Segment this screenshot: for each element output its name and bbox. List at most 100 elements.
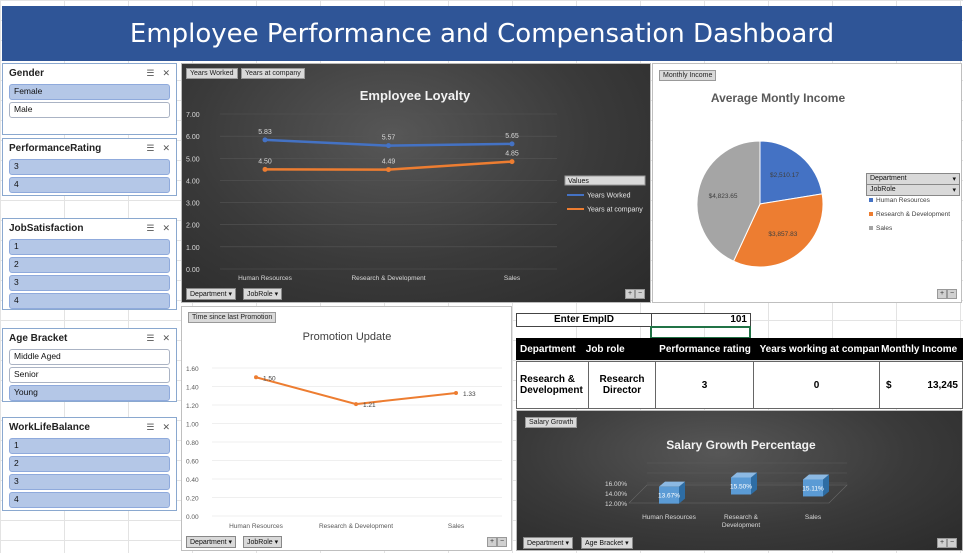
slicer-item[interactable]: Middle Aged [9, 349, 170, 365]
slicer-item[interactable]: 2 [9, 456, 170, 472]
slicer-item[interactable]: Young [9, 385, 170, 401]
slicer-item[interactable]: Senior [9, 367, 170, 383]
field-button[interactable]: Salary Growth [525, 417, 578, 428]
slicer-item[interactable]: 2 [9, 257, 170, 273]
field-button[interactable]: Years Worked [186, 68, 238, 79]
collapse-icon[interactable]: − [947, 538, 957, 548]
y-tick-label: 16.00% [605, 481, 627, 488]
chart-floor [628, 484, 848, 504]
slicer-item[interactable]: 4 [9, 492, 170, 508]
work-life-balance-slicer[interactable]: WorkLifeBalance ☰ ✕ 1 2 3 4 [2, 417, 177, 511]
field-button[interactable]: Years at company [241, 68, 305, 79]
age-bracket-filter-button[interactable]: Age Bracket ▾ [581, 537, 633, 549]
cell-years: 0 [753, 361, 880, 409]
promotion-update-chart[interactable]: Time since last Promotion Promotion Upda… [181, 306, 512, 551]
legend-label: Human Resources [876, 197, 931, 204]
filter-label: Department [190, 539, 227, 546]
x-tick-label: Development [722, 522, 760, 529]
data-point [386, 143, 391, 149]
income-plot: Average Montly Income $2,510.17 $3,857.83 $… [696, 91, 950, 268]
data-point [509, 141, 515, 147]
slicer-item[interactable]: 1 [9, 239, 170, 255]
multi-select-icon[interactable]: ☰ [146, 67, 155, 78]
clear-filter-icon[interactable]: ✕ [162, 142, 170, 153]
currency-symbol: $ [886, 379, 892, 391]
empid-input[interactable]: 101 [730, 314, 747, 325]
data-label: 5.65 [505, 133, 519, 140]
age-bracket-slicer[interactable]: Age Bracket ☰ ✕ Middle Aged Senior Young [2, 328, 177, 402]
x-tick-label: Sales [504, 275, 521, 282]
clear-filter-icon[interactable]: ✕ [162, 421, 170, 432]
clear-filter-icon[interactable]: ✕ [162, 222, 170, 233]
slicer-item[interactable]: Female [9, 84, 170, 100]
multi-select-icon[interactable]: ☰ [146, 142, 155, 153]
data-point [454, 390, 458, 395]
filter-label: JobRole [870, 186, 896, 193]
collapse-icon[interactable]: − [947, 289, 957, 299]
job-satisfaction-slicer[interactable]: JobSatisfaction ☰ ✕ 1 2 3 4 [2, 218, 177, 310]
data-point [386, 167, 391, 173]
cell-performance: 3 [655, 361, 754, 409]
y-tick-label: 1.00 [186, 422, 199, 429]
y-tick-label: 3.00 [186, 201, 200, 208]
slicer-item[interactable]: 4 [9, 293, 170, 309]
data-label: 4.50 [258, 158, 272, 165]
gender-slicer[interactable]: Gender ☰ ✕ Female Male [2, 63, 177, 135]
clear-filter-icon[interactable]: ✕ [162, 332, 170, 343]
y-tick-label: 12.00% [605, 501, 627, 508]
x-tick-label: Human Resources [229, 523, 284, 530]
department-filter-button[interactable]: Department ▾ [186, 288, 237, 300]
lookup-table: Research & Development Research Director… [516, 361, 963, 409]
pie-slice [696, 140, 761, 262]
filter-label: Department [190, 291, 227, 298]
header-department: Department [520, 343, 576, 355]
slicer-item[interactable]: 4 [9, 177, 170, 193]
slicer-item[interactable]: 3 [9, 159, 170, 175]
y-tick-label: 1.40 [186, 385, 199, 392]
legend-swatch [869, 198, 873, 202]
data-point [262, 166, 268, 172]
department-filter-button[interactable]: Department ▾ [523, 537, 574, 549]
expand-icon[interactable]: + [937, 289, 947, 299]
collapse-icon[interactable]: − [497, 537, 507, 547]
salary-growth-chart[interactable]: Salary Growth Salary Growth Percentage 12… [516, 410, 963, 551]
collapse-icon[interactable]: − [635, 289, 645, 299]
slicer-item[interactable]: 3 [9, 275, 170, 291]
legend-title: Values [568, 178, 589, 185]
expand-icon[interactable]: + [625, 289, 635, 299]
slicer-item[interactable]: 1 [9, 438, 170, 454]
header-years: Years working at company [759, 343, 880, 355]
jobrole-filter-button[interactable]: JobRole ▾ [243, 536, 283, 548]
slicer-title: WorkLifeBalance [9, 421, 90, 433]
jobrole-filter-button[interactable]: JobRole ▾ [243, 288, 283, 300]
field-button[interactable]: Time since last Promotion [188, 312, 277, 323]
clear-filter-icon[interactable]: ✕ [162, 67, 170, 78]
performance-rating-slicer[interactable]: PerformanceRating ☰ ✕ 3 4 [2, 138, 177, 196]
expand-icon[interactable]: + [487, 537, 497, 547]
y-tick-label: 0.60 [186, 459, 199, 466]
pie-slice [732, 193, 824, 268]
slicer-item[interactable]: Male [9, 102, 170, 118]
y-tick-label: 1.60 [186, 366, 199, 373]
employee-loyalty-chart[interactable]: Years Worked Years at company Employee L… [181, 63, 651, 303]
expand-icon[interactable]: + [937, 538, 947, 548]
jobrole-filter-button[interactable]: JobRole ▾ [866, 184, 960, 196]
department-filter-button[interactable]: Department ▾ [186, 536, 237, 548]
y-tick-label: 4.00 [186, 178, 200, 185]
multi-select-icon[interactable]: ☰ [146, 421, 155, 432]
data-point [509, 159, 515, 165]
chart-title: Salary Growth Percentage [666, 438, 816, 452]
y-tick-label: 2.00 [186, 223, 200, 230]
field-button[interactable]: Monthly Income [659, 70, 717, 81]
data-label: 5.83 [258, 129, 272, 136]
multi-select-icon[interactable]: ☰ [146, 222, 155, 233]
multi-select-icon[interactable]: ☰ [146, 332, 155, 343]
slicer-item[interactable]: 3 [9, 474, 170, 490]
chart-title: Employee Loyalty [360, 88, 471, 103]
y-tick-label: 5.00 [186, 156, 200, 163]
data-label: 1.50 [263, 375, 276, 382]
monthly-income-chart[interactable]: Monthly Income Average Montly Income $2,5… [652, 63, 962, 303]
data-label: 4.49 [382, 159, 396, 166]
bar-top [731, 472, 757, 478]
table-row: Research & Development Research Director… [516, 361, 963, 409]
